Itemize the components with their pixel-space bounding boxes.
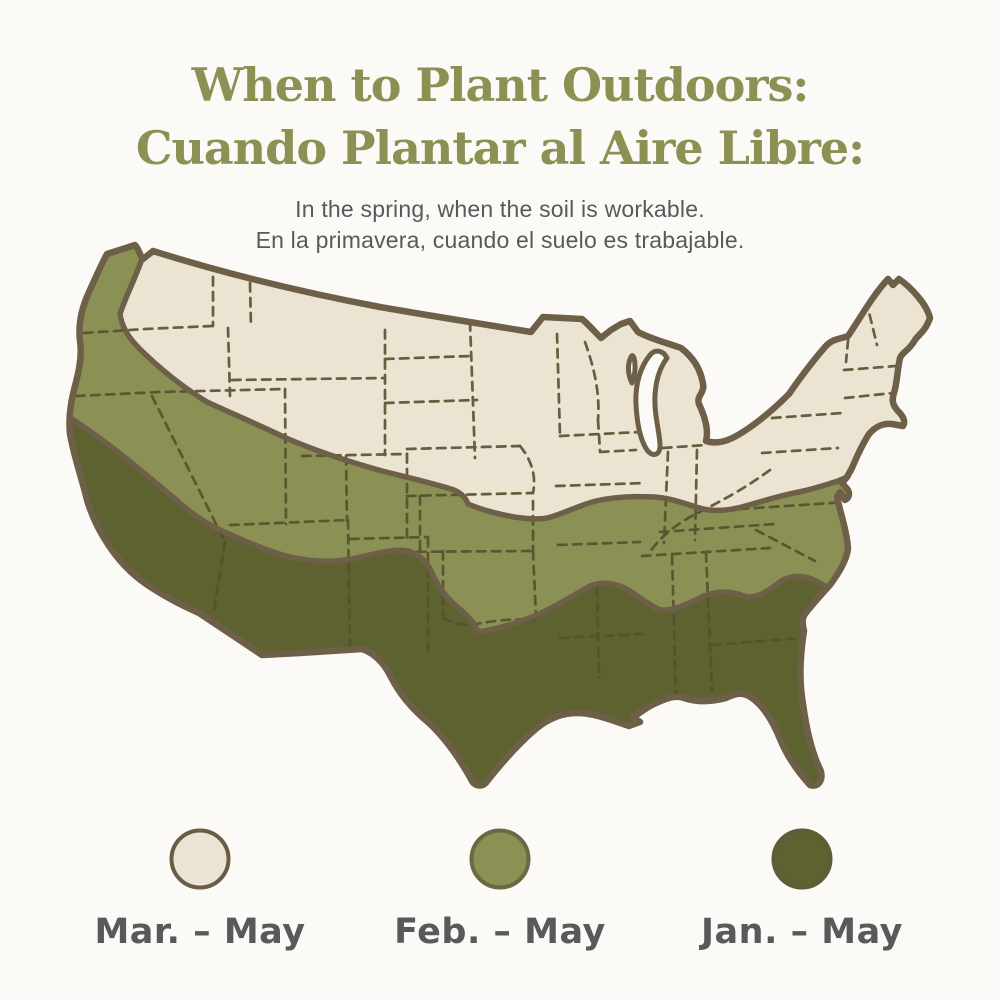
page-subtitle: In the spring, when the soil is workable… <box>0 194 1000 256</box>
legend-label-feb-may: Feb. – May <box>394 912 606 952</box>
state-borders <box>74 275 898 698</box>
legend-label-jan-may: Jan. – May <box>701 912 903 952</box>
title-line-spanish: Cuando Plantar al Aire Libre: <box>135 121 865 175</box>
subtitle-line-english: In the spring, when the soil is workable… <box>295 196 705 222</box>
zone-central-feb-may <box>69 245 931 786</box>
subtitle-line-spanish: En la primavera, cuando el suelo es trab… <box>255 227 745 253</box>
legend-swatch-jan-may-icon <box>771 828 833 890</box>
zone-south-jan-may <box>69 398 931 786</box>
page-title: When to Plant Outdoors: Cuando Plantar a… <box>0 54 1000 180</box>
legend-item-feb-may: Feb. – May <box>350 826 650 952</box>
boundary-central-south <box>69 411 839 635</box>
legend-item-mar-may: Mar. – May <box>50 826 350 952</box>
legend-item-jan-may: Jan. – May <box>652 826 952 952</box>
title-line-english: When to Plant Outdoors: <box>191 58 810 112</box>
lake-michigan <box>633 348 670 457</box>
boundary-north-central <box>117 256 850 522</box>
legend-swatch-mar-may-icon <box>169 828 231 890</box>
legend-label-mar-may: Mar. – May <box>94 912 306 952</box>
us-outline <box>66 241 934 789</box>
legend: Mar. – May Feb. – May Jan. – May <box>0 826 1000 966</box>
legend-swatch-feb-may-icon <box>469 828 531 890</box>
green-bay-inlet <box>626 353 638 386</box>
